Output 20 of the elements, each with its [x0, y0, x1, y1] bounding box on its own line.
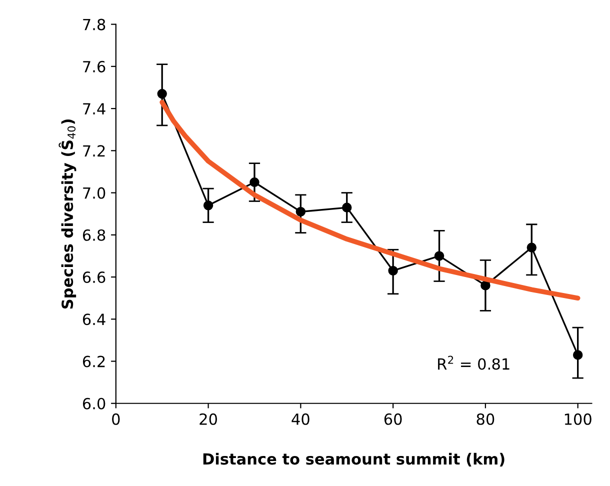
y-tick-label: 7.4: [83, 103, 106, 114]
x-tick-label: 20: [200, 413, 217, 425]
x-tick-label: 40: [292, 413, 310, 425]
annotation: R$^{2}$ = 0.81: [438, 356, 510, 370]
line-series: [160, 100, 580, 301]
x-tick-label: 60: [384, 413, 402, 425]
y-tick-label: 6.8: [82, 229, 106, 241]
x-tick-label: 80: [476, 413, 494, 425]
y-tick-label: 7.2: [83, 145, 105, 156]
x-tick-label: 100: [564, 413, 592, 425]
y-tick-label: 6.0: [82, 398, 106, 410]
x-axis-title: Distance to seamount summit (km): [203, 452, 504, 467]
y-tick-label: 6.2: [82, 356, 105, 368]
y-axis-title: Species diversity (Ŝ$_{40}$): [58, 119, 76, 309]
x-tick-label: 0: [112, 413, 120, 425]
y-tick-label: 6.6: [82, 271, 106, 284]
y-tick-label: 6.4: [82, 314, 106, 326]
y-tick-label: 7.0: [83, 187, 106, 199]
y-tick-label: 7.8: [83, 18, 106, 30]
y-tick-label: 7.6: [83, 60, 106, 72]
